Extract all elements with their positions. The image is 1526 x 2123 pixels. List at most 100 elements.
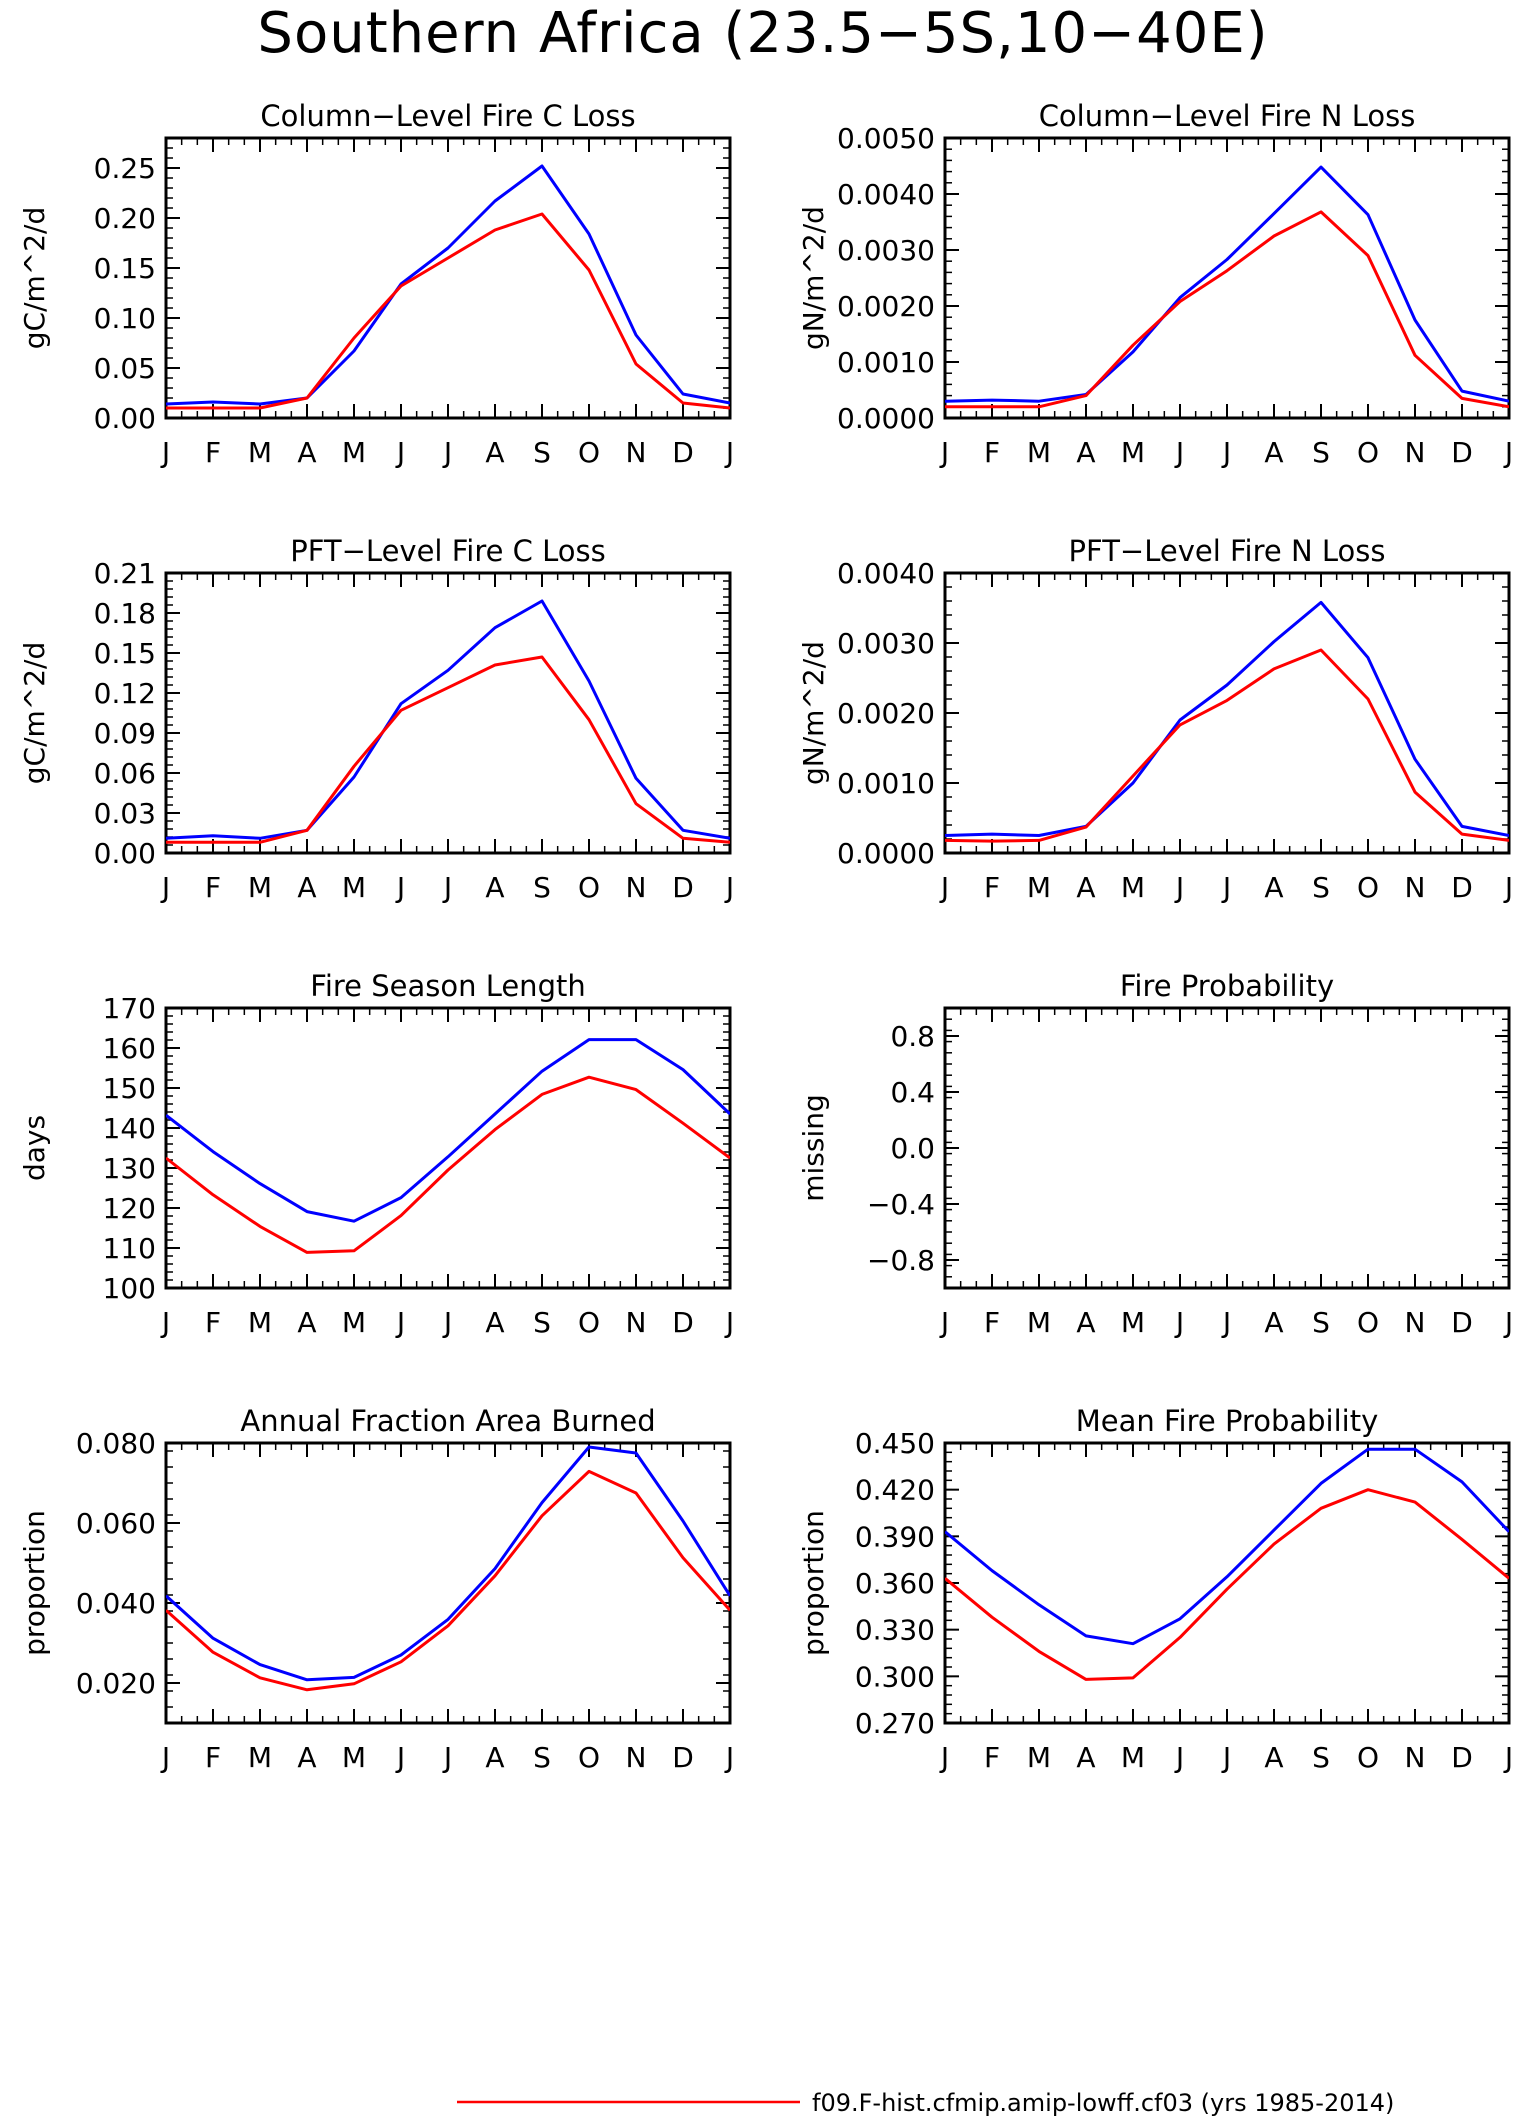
y-tick-label: 0.360 (855, 1567, 935, 1600)
x-tick-label: M (1027, 1306, 1051, 1339)
x-tick-label: F (205, 1306, 221, 1339)
y-tick-label: 110 (103, 1232, 156, 1265)
x-tick-label: D (1451, 871, 1473, 904)
x-tick-label: J (442, 1741, 452, 1774)
x-tick-label: J (395, 436, 405, 469)
x-tick-label: O (1357, 1306, 1379, 1339)
x-tick-label: A (1076, 871, 1095, 904)
x-tick-label: A (1076, 1306, 1095, 1339)
x-tick-label: N (1405, 871, 1426, 904)
y-tick-label: 0.020 (76, 1667, 156, 1700)
x-tick-label: O (578, 871, 600, 904)
x-tick-label: A (297, 1741, 316, 1774)
y-tick-label: 130 (103, 1152, 156, 1185)
x-tick-label: F (984, 871, 1000, 904)
y-tick-label: 0.25 (94, 152, 156, 185)
x-tick-label: M (1027, 436, 1051, 469)
x-tick-label: A (1076, 1741, 1095, 1774)
x-tick-label: M (248, 1306, 272, 1339)
y-tick-label: 0.420 (855, 1474, 935, 1507)
x-tick-label: J (939, 1306, 949, 1339)
y-tick-label: 100 (103, 1272, 156, 1305)
x-tick-label: M (1027, 871, 1051, 904)
y-axis-label: gC/m^2/d (18, 642, 51, 785)
x-tick-label: J (395, 871, 405, 904)
x-tick-label: J (724, 871, 734, 904)
y-tick-label: 0.0050 (837, 122, 935, 155)
series-line-blue (166, 1038, 730, 1223)
x-tick-label: J (1503, 871, 1513, 904)
series-line-red (945, 1488, 1509, 1681)
y-axis-label: missing (797, 1094, 830, 1202)
series-line-red (166, 655, 730, 844)
x-tick-label: J (724, 1306, 734, 1339)
plot-frame (164, 1441, 732, 1725)
series-line-blue (166, 599, 730, 840)
x-tick-label: D (672, 1741, 694, 1774)
x-tick-label: N (626, 436, 647, 469)
y-axis-label: days (18, 1115, 51, 1181)
y-tick-label: 0.0030 (837, 627, 935, 660)
plot-frame (164, 1006, 732, 1290)
x-tick-label: N (1405, 1306, 1426, 1339)
x-tick-label: J (939, 871, 949, 904)
x-tick-label: A (485, 436, 504, 469)
x-tick-label: J (1174, 871, 1184, 904)
x-tick-label: J (1221, 1741, 1231, 1774)
panel-title: PFT−Level Fire N Loss (1069, 534, 1386, 568)
x-tick-label: S (1312, 1741, 1330, 1774)
plot-frame (164, 136, 732, 420)
y-tick-label: 0.15 (94, 637, 156, 670)
y-tick-label: 170 (103, 992, 156, 1025)
x-tick-label: O (578, 1741, 600, 1774)
x-tick-label: F (984, 1741, 1000, 1774)
y-axis-label: gN/m^2/d (797, 206, 830, 350)
x-tick-label: O (578, 436, 600, 469)
x-tick-label: D (1451, 1306, 1473, 1339)
x-tick-label: D (672, 871, 694, 904)
x-tick-label: D (672, 1306, 694, 1339)
y-tick-label: 0.00 (94, 402, 156, 435)
y-tick-label: 0.10 (94, 302, 156, 335)
x-tick-label: F (984, 436, 1000, 469)
y-tick-label: 120 (103, 1192, 156, 1225)
x-tick-label: J (1174, 436, 1184, 469)
x-tick-label: J (939, 436, 949, 469)
series-line-blue (166, 1445, 730, 1682)
x-tick-label: N (1405, 436, 1426, 469)
y-tick-label: −0.8 (867, 1244, 935, 1277)
y-tick-label: 0.0000 (837, 402, 935, 435)
plot-frame (943, 1441, 1511, 1725)
x-tick-label: N (626, 1306, 647, 1339)
y-tick-label: 0.18 (94, 597, 156, 630)
x-tick-label: J (1174, 1741, 1184, 1774)
panel-title: Fire Probability (1120, 969, 1334, 1003)
x-tick-label: J (724, 1741, 734, 1774)
x-tick-label: A (297, 1306, 316, 1339)
x-tick-label: A (297, 871, 316, 904)
y-tick-label: 0.0030 (837, 234, 935, 267)
y-tick-label: 0.15 (94, 252, 156, 285)
x-tick-label: A (1264, 436, 1283, 469)
x-tick-label: A (1264, 1306, 1283, 1339)
x-tick-label: J (1503, 1306, 1513, 1339)
y-tick-label: 0.390 (855, 1520, 935, 1553)
x-tick-label: M (342, 1741, 366, 1774)
x-tick-label: M (248, 1741, 272, 1774)
y-axis-label: proportion (18, 1510, 51, 1656)
x-tick-label: S (533, 436, 551, 469)
x-tick-label: F (984, 1306, 1000, 1339)
y-axis-label: gN/m^2/d (797, 641, 830, 785)
x-tick-label: M (1121, 1306, 1145, 1339)
x-tick-label: N (1405, 1741, 1426, 1774)
panel-title: Fire Season Length (310, 969, 585, 1003)
x-tick-label: A (485, 1741, 504, 1774)
x-tick-label: A (485, 1306, 504, 1339)
